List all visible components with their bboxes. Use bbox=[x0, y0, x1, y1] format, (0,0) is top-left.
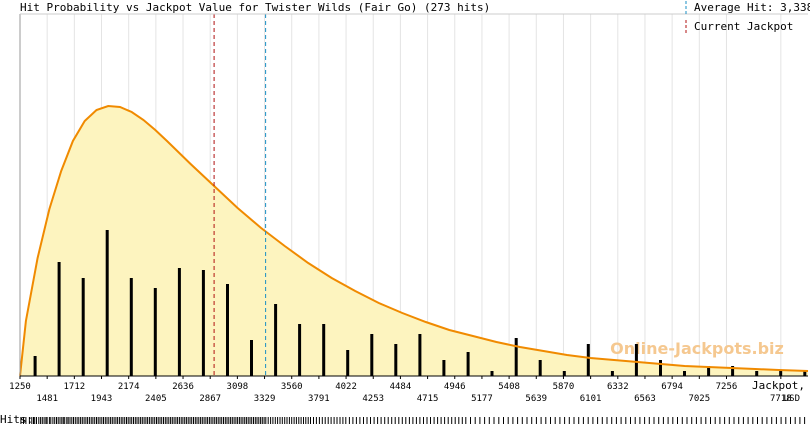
hit-bar bbox=[586, 344, 590, 376]
x-tick-label: 4715 bbox=[417, 394, 439, 404]
x-tick-label: 3560 bbox=[281, 382, 303, 392]
x-tick-label: 6332 bbox=[607, 382, 629, 392]
x-tick-label: 4946 bbox=[444, 382, 466, 392]
hit-bar bbox=[81, 278, 85, 376]
hit-bar bbox=[803, 371, 807, 376]
hit-bar bbox=[683, 371, 686, 376]
x-tick-label: 3791 bbox=[308, 394, 330, 404]
hit-bar bbox=[322, 324, 326, 376]
hit-bar bbox=[298, 324, 302, 376]
hit-bar bbox=[538, 360, 542, 376]
hit-bar bbox=[490, 371, 494, 376]
x-tick-label: 4022 bbox=[335, 382, 357, 392]
density-area bbox=[20, 106, 808, 376]
x-axis-unit: USD bbox=[784, 394, 800, 404]
x-tick-label: 1250 bbox=[9, 382, 31, 392]
x-tick-label: 7718 bbox=[770, 394, 792, 404]
x-tick-label: 5408 bbox=[498, 382, 520, 392]
x-tick-label: 3329 bbox=[254, 394, 276, 404]
hit-bar bbox=[779, 371, 783, 376]
hit-bar bbox=[731, 366, 735, 376]
hit-bar bbox=[394, 344, 398, 376]
hit-bar bbox=[755, 371, 759, 376]
hit-bar bbox=[634, 344, 638, 376]
hit-bar bbox=[514, 338, 518, 376]
density-curve bbox=[19, 104, 809, 377]
x-tick-label: 5870 bbox=[553, 382, 575, 392]
legend: Average Hit: 3,338 Current Jackpot bbox=[685, 1, 810, 33]
x-tick-label: 7256 bbox=[716, 382, 738, 392]
x-tick-label: 1712 bbox=[64, 382, 86, 392]
x-tick-label: 5177 bbox=[471, 394, 493, 404]
x-tick-label: 2636 bbox=[172, 382, 194, 392]
hit-bar bbox=[562, 371, 566, 376]
hit-bar bbox=[707, 366, 711, 376]
x-tick-label: 6794 bbox=[661, 382, 683, 392]
hit-bar bbox=[57, 262, 61, 376]
hit-bar bbox=[153, 288, 157, 376]
chart-title: Hit Probability vs Jackpot Value for Twi… bbox=[20, 1, 490, 14]
hit-bar bbox=[442, 360, 446, 376]
x-tick-label: 7025 bbox=[688, 394, 710, 404]
hit-bars bbox=[33, 230, 807, 376]
hits-label: Hits: bbox=[0, 413, 33, 425]
hit-bar bbox=[274, 304, 278, 376]
x-tick-label: 1481 bbox=[36, 394, 58, 404]
hit-bar bbox=[226, 284, 229, 376]
x-tick-label: 6563 bbox=[634, 394, 656, 404]
x-tick-label: 3098 bbox=[227, 382, 249, 392]
x-tick-label: 2867 bbox=[199, 394, 221, 404]
hit-bar bbox=[370, 334, 374, 376]
legend-label: Current Jackpot bbox=[694, 20, 793, 33]
watermark-text: Online-Jackpots.biz bbox=[610, 339, 784, 358]
x-tick-label: 5639 bbox=[525, 394, 547, 404]
hits-strip bbox=[20, 417, 806, 424]
x-tick-label: 4253 bbox=[362, 394, 384, 404]
hit-bar bbox=[129, 278, 133, 376]
hit-bar bbox=[659, 360, 662, 376]
x-axis-ticks: 1250 1712 2174 2636 3098 3560 4022 4484 4946 5408… bbox=[9, 376, 792, 404]
x-tick-label: 2174 bbox=[118, 382, 140, 392]
x-tick-label: 4484 bbox=[390, 382, 412, 392]
hit-bar bbox=[250, 340, 253, 376]
hit-bar bbox=[466, 352, 470, 376]
x-tick-label: 6101 bbox=[580, 394, 602, 404]
x-axis-label: Jackpot, bbox=[752, 379, 805, 392]
hit-bar bbox=[177, 268, 181, 376]
legend-label: Average Hit: 3,338 bbox=[694, 1, 810, 14]
hit-bar bbox=[346, 350, 350, 376]
hit-bar bbox=[33, 356, 37, 376]
hit-bar bbox=[201, 270, 205, 376]
x-tick-label: 1943 bbox=[91, 394, 113, 404]
hit-bar bbox=[418, 334, 422, 376]
hit-bar bbox=[105, 230, 109, 376]
hit-bar bbox=[610, 371, 614, 376]
x-tick-label: 2405 bbox=[145, 394, 167, 404]
